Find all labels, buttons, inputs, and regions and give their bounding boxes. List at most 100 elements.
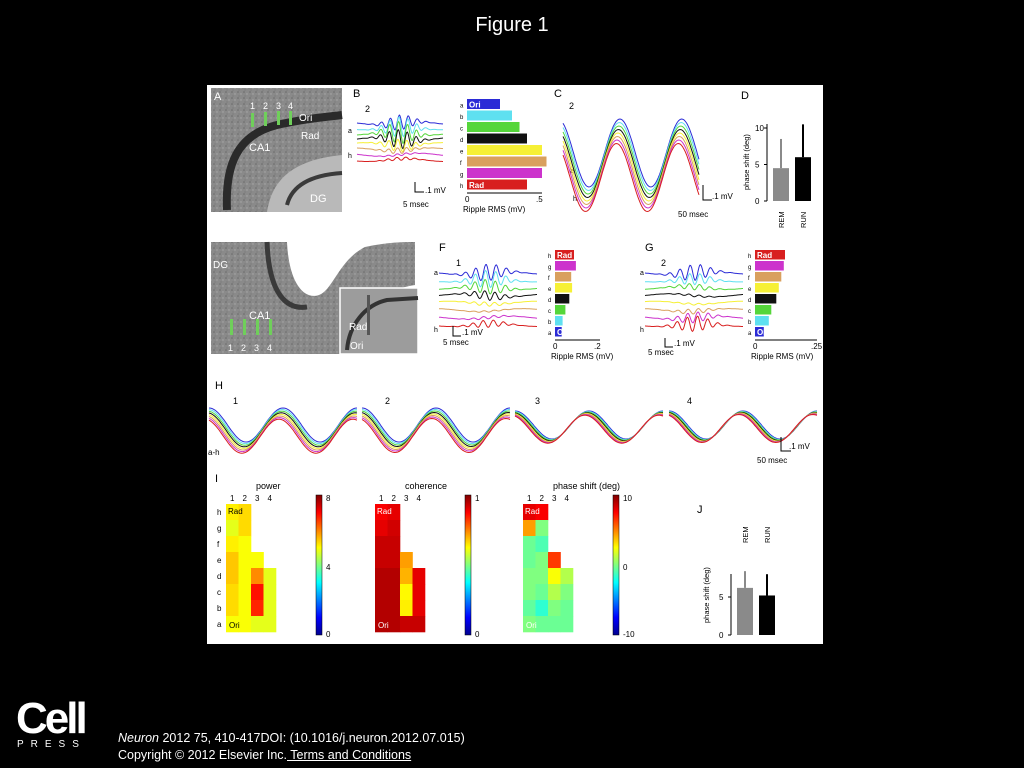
x-tick-0: 0	[465, 195, 470, 204]
ca1-label-a: CA1	[249, 142, 270, 154]
heatmap-cell	[251, 568, 264, 585]
panel-label-d: D	[741, 90, 749, 102]
theta-trace-c-h	[562, 142, 700, 213]
ripple-trace-e	[644, 300, 743, 306]
ripple-trace-e	[357, 138, 443, 153]
shank-3-label-a: 3	[276, 101, 281, 111]
heatmap-bottom-label: Ori	[526, 621, 537, 630]
row-label-f: f	[217, 540, 220, 549]
rms-bar-e	[755, 283, 779, 293]
trace-bottom-label-g: h	[640, 327, 644, 334]
row-label-g: g	[548, 265, 551, 271]
terms-link[interactable]: Terms and Conditions	[287, 748, 412, 762]
ori-bar-label: Ori	[757, 328, 769, 337]
rad-label-a: Rad	[301, 131, 319, 142]
ripple-trace-c	[439, 279, 537, 295]
ripple-trace-d	[644, 292, 743, 298]
x-tick-0: 0	[553, 342, 558, 351]
x-tick-1: .5	[536, 195, 543, 204]
row-label-h: h	[460, 184, 463, 190]
ripple-trace-g	[439, 314, 538, 321]
shank-4-label-e: 4	[267, 343, 272, 353]
heatmap-cell	[523, 504, 536, 521]
trace-top-label-g: a	[640, 270, 644, 277]
category-label-run: RUN	[763, 527, 772, 543]
heatmap-cell	[263, 600, 277, 617]
column-label-1: 1	[527, 494, 532, 503]
rms-bar-a	[467, 99, 500, 109]
heatmap-cell	[387, 536, 401, 553]
copyright-text: Copyright © 2012 Elsevier Inc.	[118, 748, 288, 762]
row-label-b: b	[460, 115, 464, 121]
row-label-a: a	[460, 104, 464, 110]
heatmap-cell	[535, 568, 549, 585]
heatmap-cell	[387, 568, 401, 585]
x-tick-0: 0	[753, 342, 758, 351]
row-label-c: c	[460, 127, 463, 133]
row-label-b: b	[217, 604, 222, 613]
heatmap-cell	[375, 600, 388, 617]
panel-label-b: B	[353, 88, 360, 100]
cell-press-logo: Cell PRESS	[16, 694, 88, 750]
heatmap-bottom-label: Ori	[378, 621, 389, 630]
ripple-trace-f	[357, 146, 444, 154]
theta-trace-c-f	[562, 135, 700, 206]
trace-top-label-c: a	[570, 168, 574, 175]
heatmap-cell	[226, 504, 239, 521]
row-label-f: f	[548, 276, 550, 282]
scale-t-h: 50 msec	[757, 456, 787, 465]
panel-b: B 2 a h .1 mV 5 msec abcdefghOriRad0.5Ri…	[348, 88, 547, 214]
heatmap-cell	[523, 552, 536, 569]
heatmap-cell	[548, 600, 561, 617]
trace-top-label-b: a	[348, 128, 352, 135]
heatmap-cell	[226, 568, 239, 585]
theta-traces-h	[208, 407, 818, 454]
column-label-2: 2	[392, 494, 397, 503]
rms-bar-f	[467, 156, 547, 167]
shank-2-label-h: 2	[385, 396, 390, 406]
row-label-d: d	[748, 298, 751, 304]
heatmap-cell	[523, 568, 536, 585]
theta-trace-h1-h	[208, 418, 358, 454]
shank-3-label-e: 3	[254, 343, 259, 353]
heatmap-cell	[523, 600, 536, 617]
panel-d: D phase shift (deg) 0 5 10 REM RUN	[741, 90, 811, 228]
heatmap-cell	[387, 504, 401, 521]
ripple-trace-h	[439, 319, 537, 328]
shank-label-b: 2	[365, 104, 370, 114]
scale-bar-h	[780, 437, 791, 452]
panel-label-a: A	[214, 91, 222, 103]
y-tick-label: 0	[719, 631, 724, 640]
heatmap-cell	[535, 552, 549, 569]
figure-panel: A 1 2 3 4 Ori Rad CA1 DG B 2 a h .1 mV 5…	[207, 85, 823, 644]
category-label-run: RUN	[799, 212, 808, 228]
citation: Neuron 2012 75, 410-417DOI: (10.1016/j.n…	[118, 731, 465, 745]
scale-v-b: .1 mV	[425, 186, 447, 195]
y-tick-label: 0	[755, 197, 760, 206]
bar-run	[795, 157, 811, 201]
heatmap-cell	[548, 584, 561, 601]
panel-label-j: J	[697, 504, 703, 516]
y-tick-label: 5	[719, 593, 724, 602]
scale-v-g: .1 mV	[674, 339, 696, 348]
heatmap-cell	[375, 584, 388, 601]
scale-v-h: .1 mV	[789, 442, 811, 451]
y-axis-label-d: phase shift (deg)	[742, 134, 751, 190]
y-tick-label: 5	[755, 161, 760, 170]
column-label-4: 4	[417, 494, 422, 503]
scale-t-g: 5 msec	[648, 348, 674, 357]
heatmap-cell	[263, 616, 277, 633]
heatmap-cell	[375, 568, 388, 585]
column-label-3: 3	[404, 494, 409, 503]
theta-trace-c-c	[562, 125, 700, 195]
rms-bar-f	[555, 272, 572, 282]
rms-bar-e	[467, 145, 542, 155]
trace-top-label-f: a	[434, 270, 438, 277]
bar-run	[759, 595, 775, 635]
theta-trace-h1-a	[208, 407, 358, 443]
shank-4-label-a: 4	[288, 101, 293, 111]
heatmap-cell	[412, 616, 426, 633]
ripple-traces-g	[644, 264, 744, 333]
heatmap-cell	[263, 584, 277, 601]
